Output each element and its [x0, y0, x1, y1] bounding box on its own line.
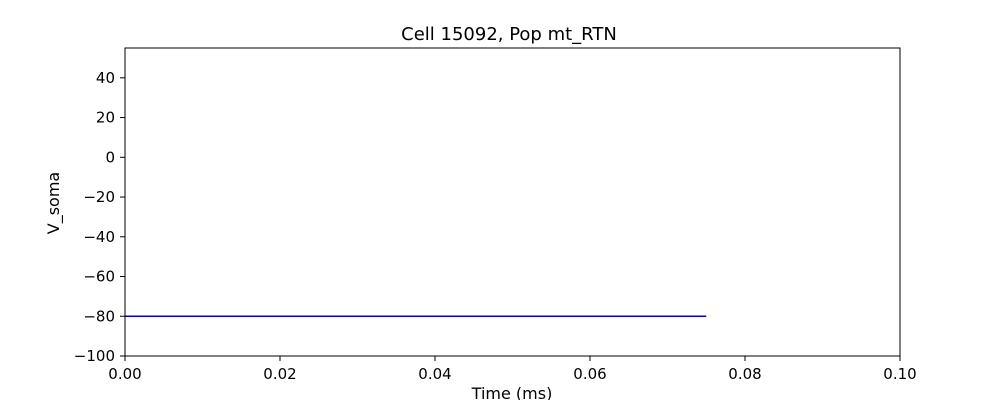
y-tick-label: 20 — [96, 109, 115, 127]
plot-frame — [124, 47, 901, 357]
y-tick-label: 0 — [105, 148, 115, 166]
x-tick-label: 0.10 — [883, 365, 916, 383]
y-tick-label: −40 — [83, 228, 115, 246]
y-tick-label: −20 — [83, 188, 115, 206]
x-tick-label: 0.06 — [573, 365, 606, 383]
y-tick-label: 40 — [96, 69, 115, 87]
y-axis: −100 −80 −60 −40 −20 0 20 40 — [74, 69, 125, 365]
x-tick-label: 0.08 — [728, 365, 761, 383]
chart-title: Cell 15092, Pop mt_RTN — [401, 24, 617, 45]
y-axis-label: V_soma — [44, 172, 64, 234]
x-axis-label: Time (ms) — [471, 384, 553, 400]
y-tick-label: −100 — [74, 347, 115, 365]
y-tick-label: −60 — [83, 268, 115, 286]
x-tick-label: 0.04 — [418, 365, 451, 383]
x-tick-label: 0.02 — [263, 365, 296, 383]
x-tick-label: 0.00 — [108, 365, 141, 383]
y-tick-label: −80 — [83, 307, 115, 325]
x-axis: 0.00 0.02 0.04 0.06 0.08 0.10 — [108, 356, 917, 383]
